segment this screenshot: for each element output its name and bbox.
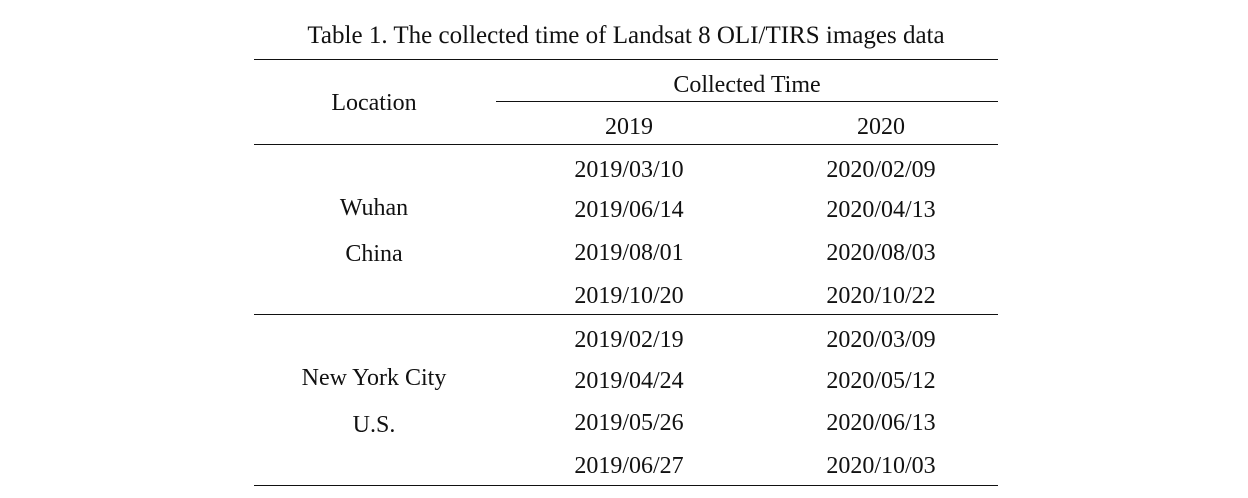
table-cell: 2020/04/13 bbox=[826, 197, 936, 223]
location-country: China bbox=[345, 241, 403, 267]
table-caption: Table 1. The collected time of Landsat 8… bbox=[307, 22, 945, 49]
table-cell: 2020/08/03 bbox=[826, 240, 936, 266]
table-cell: 2020/05/12 bbox=[826, 368, 936, 394]
group-divider-rule bbox=[254, 314, 998, 315]
table-cell: 2019/03/10 bbox=[574, 157, 684, 183]
table-cell: 2020/03/09 bbox=[826, 327, 936, 353]
table-cell: 2019/06/27 bbox=[574, 453, 684, 479]
table-cell: 2020/06/13 bbox=[826, 410, 936, 436]
header-year-2020: 2020 bbox=[857, 114, 905, 140]
table-cell: 2019/05/26 bbox=[574, 410, 684, 436]
table-cell: 2019/10/20 bbox=[574, 283, 684, 309]
location-name: Wuhan bbox=[339, 195, 409, 221]
header-collected-time: Collected Time bbox=[673, 72, 821, 98]
table-cell: 2019/02/19 bbox=[574, 327, 684, 353]
table-cell: 2020/10/22 bbox=[826, 283, 936, 309]
table-cell: 2020/02/09 bbox=[826, 157, 936, 183]
table-cell: 2019/06/14 bbox=[574, 197, 684, 223]
header-bottom-rule bbox=[254, 144, 998, 145]
header-location: Location bbox=[331, 90, 417, 116]
bottom-rule bbox=[254, 485, 998, 486]
top-rule bbox=[254, 59, 998, 60]
table-cell: 2019/04/24 bbox=[574, 368, 684, 394]
table-cell: 2020/10/03 bbox=[826, 453, 936, 479]
table-cell: 2019/08/01 bbox=[574, 240, 684, 266]
location-name: New York City bbox=[301, 365, 447, 391]
header-sub-rule bbox=[496, 101, 998, 102]
header-year-2019: 2019 bbox=[605, 114, 653, 140]
location-country: U.S. bbox=[352, 412, 396, 438]
